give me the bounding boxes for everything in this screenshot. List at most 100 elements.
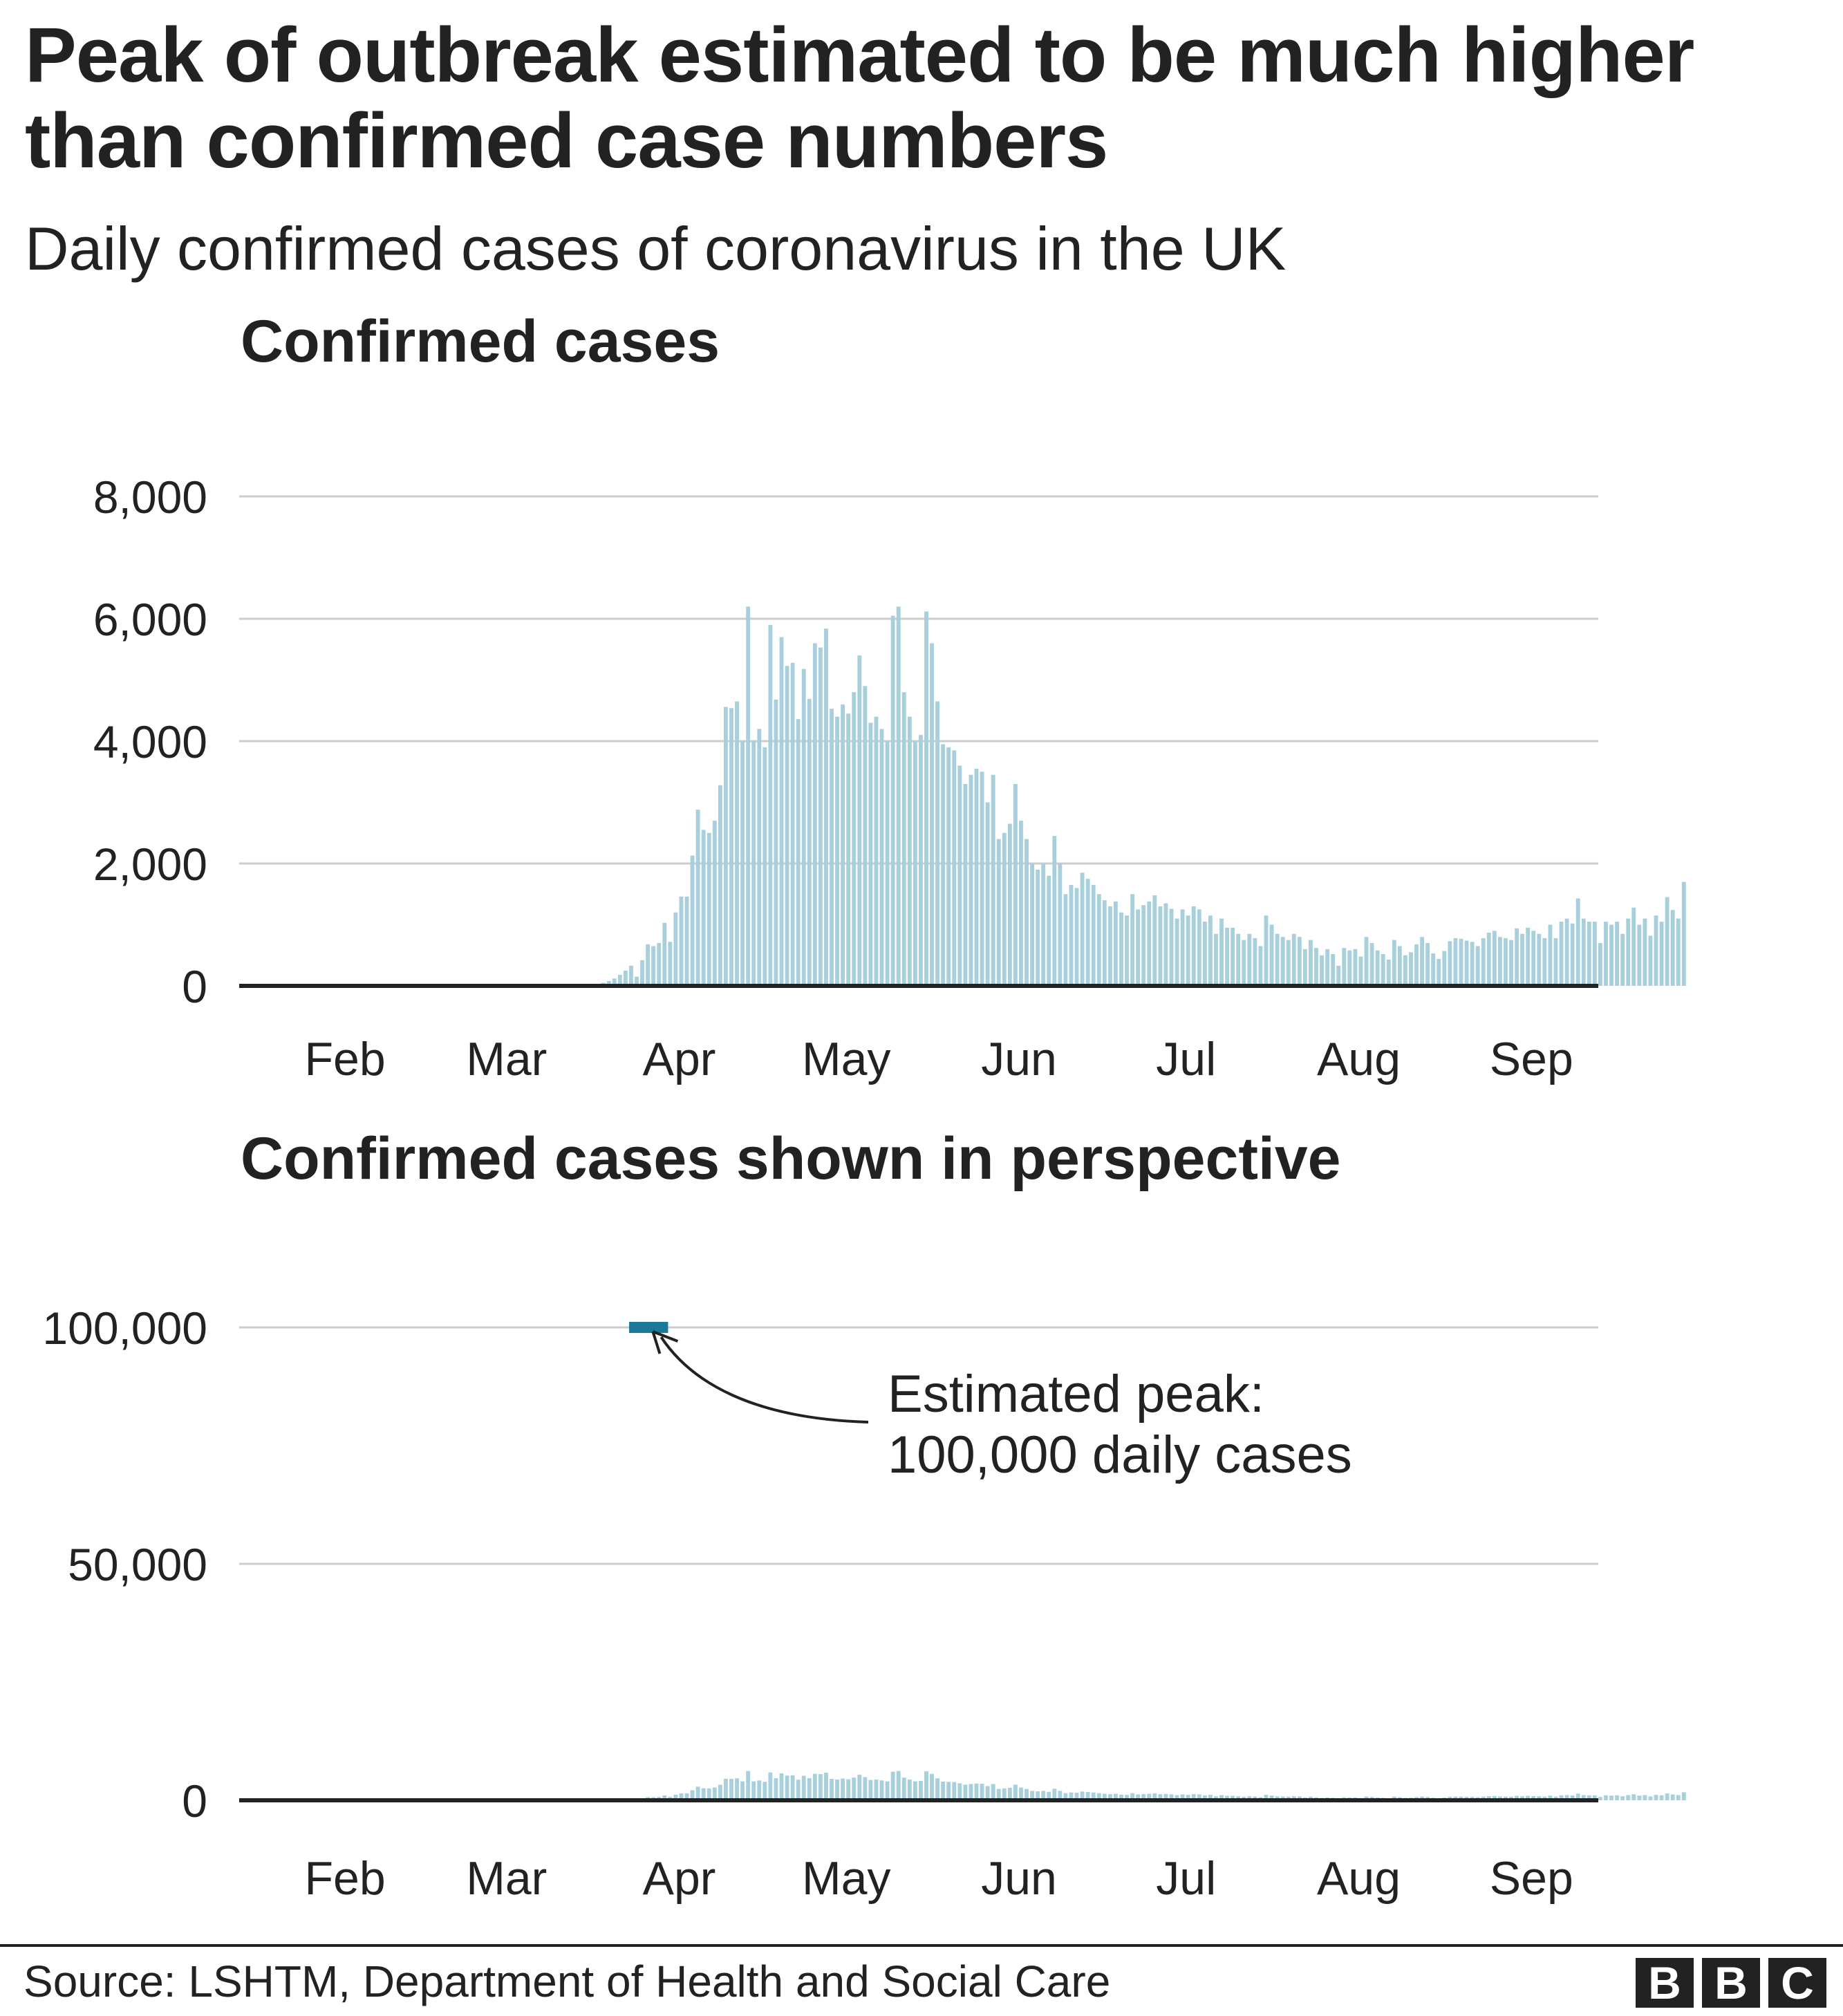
chart-1-bar <box>651 946 656 986</box>
chart-2-bar <box>852 1777 857 1800</box>
chart-2-bar <box>740 1781 745 1800</box>
chart-1-bar <box>1559 922 1564 986</box>
chart-1-bar <box>668 942 673 986</box>
chart-1-bar <box>1431 953 1436 986</box>
chart-1-bar <box>812 643 817 986</box>
chart-2-bar <box>1264 1795 1269 1800</box>
chart-1-bar <box>751 741 756 986</box>
chart-2-bar <box>801 1775 806 1800</box>
chart-2-bar <box>1175 1795 1179 1800</box>
chart-1-bar <box>946 747 951 986</box>
chart-2-bar <box>1180 1794 1185 1800</box>
chart-1-bar <box>969 774 973 986</box>
chart-1-bar <box>785 666 789 986</box>
chart-1-x-tick-label: Jun <box>981 1033 1057 1085</box>
chart-2-bar <box>1136 1794 1141 1800</box>
chart-2-bar <box>690 1790 695 1800</box>
chart-1-bar <box>1163 903 1168 986</box>
chart-2-bar <box>1191 1794 1196 1800</box>
chart-2-bar <box>1648 1796 1653 1800</box>
chart-1-bar <box>935 701 940 986</box>
chart-1-bar <box>1409 952 1413 986</box>
chart-2-bar <box>841 1778 845 1800</box>
chart-2-bar <box>1141 1793 1146 1800</box>
chart-2-y-tick-label: 0 <box>182 1775 207 1827</box>
chart-2-bar <box>1208 1795 1213 1800</box>
chart-1-bar <box>807 698 812 986</box>
chart-1-bar <box>1091 884 1096 986</box>
chart-1-bar <box>879 729 884 986</box>
chart-2-bar <box>890 1771 895 1800</box>
chart-2-bar <box>1526 1795 1531 1800</box>
chart-1-bar <box>723 707 728 986</box>
chart-1-bar <box>695 810 700 986</box>
chart-1-bar <box>941 744 946 986</box>
chart-2-bar <box>1592 1795 1597 1800</box>
chart-1-bar <box>1320 955 1324 986</box>
chart-2-bar <box>1058 1791 1063 1800</box>
chart-1-bar <box>1631 907 1636 986</box>
chart-2-bar <box>1631 1794 1636 1800</box>
chart-1-bar <box>890 615 895 986</box>
chart-2-bar <box>896 1771 901 1800</box>
chart-1-bar <box>1654 915 1658 986</box>
chart-2-bar <box>1169 1794 1174 1800</box>
chart-2-bar <box>963 1784 968 1800</box>
chart-2-bar <box>751 1781 756 1800</box>
chart-2-x-tick-label: Aug <box>1317 1852 1401 1905</box>
chart-2-x-tick-label: Jul <box>1156 1852 1216 1905</box>
chart-1-bar <box>1225 927 1230 986</box>
chart-1-bar <box>1575 898 1580 986</box>
chart-1-bar <box>635 976 639 986</box>
chart-1-x-tick-label: May <box>802 1033 890 1085</box>
chart-1-bar <box>612 978 617 986</box>
chart-2-y-tick-label: 100,000 <box>42 1303 207 1354</box>
chart-2-bar <box>1019 1787 1023 1800</box>
chart-1-bar <box>957 765 962 986</box>
chart-1-bar <box>1136 909 1141 987</box>
chart-2-bar <box>901 1777 906 1800</box>
chart-1-bar <box>1169 908 1174 986</box>
chart-2-bar <box>1096 1793 1101 1800</box>
chart-2-bar <box>1085 1792 1090 1800</box>
chart-1-bar <box>1342 948 1347 986</box>
chart-1-bar <box>1269 924 1274 986</box>
chart-1-bar <box>657 943 662 986</box>
chart-2-bar <box>1581 1795 1586 1800</box>
chart-1-bar <box>1013 783 1018 986</box>
chart-1-bar <box>963 783 968 986</box>
chart-1-bar <box>1403 955 1407 986</box>
chart-1-bar <box>1392 940 1396 987</box>
chart-2-bar <box>969 1784 973 1800</box>
chart-1-bar <box>1609 924 1613 986</box>
chart-1-bar <box>830 709 834 986</box>
chart-1-bar <box>1253 937 1257 986</box>
chart-1-bar <box>617 975 622 986</box>
chart-1-bar <box>790 662 795 986</box>
chart-1-bar <box>1497 937 1502 986</box>
chart-2-bar <box>1002 1788 1007 1800</box>
chart-1-bar <box>1492 931 1497 986</box>
chart-2-bar <box>1637 1795 1642 1800</box>
chart-1-bar <box>779 637 784 986</box>
chart-2-bar <box>807 1777 812 1800</box>
chart-2-bar <box>952 1782 957 1800</box>
chart-2-bar <box>695 1786 700 1800</box>
chart-1-bar <box>1381 953 1385 986</box>
chart-2-bar <box>1643 1795 1647 1800</box>
chart-2-bar <box>729 1778 733 1800</box>
chart-1-bar <box>1309 940 1313 987</box>
chart-2-bar <box>885 1781 890 1800</box>
chart-2-bar <box>1515 1795 1519 1800</box>
chart-2-bar <box>1163 1793 1168 1800</box>
bbc-logo: B B C <box>1636 1958 1826 2008</box>
chart-2-bar <box>974 1783 979 1800</box>
chart-2-bar <box>1659 1795 1664 1800</box>
chart-1-x-tick-label: Jul <box>1156 1033 1216 1085</box>
chart-1-bar <box>796 719 801 986</box>
chart-2-bar <box>1665 1793 1669 1800</box>
chart-1-bar <box>1242 940 1246 987</box>
chart-2-bar <box>1202 1795 1207 1800</box>
subtitle: Daily confirmed cases of coronavirus in … <box>25 214 1287 283</box>
chart-1-bar <box>930 643 934 986</box>
